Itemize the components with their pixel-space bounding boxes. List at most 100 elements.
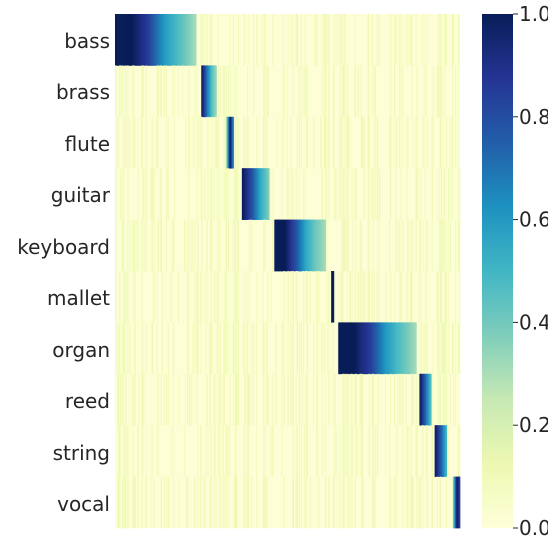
heatmap-cell [410, 476, 412, 529]
heatmap-cell [203, 65, 205, 118]
heatmap-cell [213, 168, 215, 220]
heatmap-cell [144, 14, 146, 66]
heatmap-cell [336, 14, 338, 66]
heatmap-cell [270, 271, 272, 323]
heatmap-cell [132, 116, 134, 169]
heatmap-cell [246, 425, 249, 477]
heatmap-cell [196, 322, 198, 375]
heatmap-cell [237, 219, 240, 272]
heatmap-cell [309, 271, 312, 323]
heatmap-cell [347, 219, 349, 272]
heatmap-cell [388, 425, 391, 477]
heatmap-cell [292, 271, 294, 323]
heatmap-cell [454, 476, 457, 529]
heatmap-cell [229, 373, 232, 426]
heatmap-cell [336, 168, 338, 220]
heatmap-cell [295, 425, 297, 477]
heatmap-cell [242, 271, 245, 323]
heatmap-cell [145, 322, 147, 375]
heatmap-cell [420, 271, 422, 323]
heatmap-cell [403, 322, 405, 375]
heatmap-cell [439, 14, 442, 66]
heatmap-cell [342, 322, 344, 375]
heatmap-cell [449, 219, 452, 272]
heatmap-cell [338, 322, 340, 375]
heatmap-cell [223, 476, 225, 529]
heatmap-cell [275, 322, 277, 375]
heatmap-cell [133, 65, 135, 118]
heatmap-cell [216, 271, 218, 323]
heatmap-cell [124, 425, 126, 477]
heatmap-cell [117, 476, 119, 529]
heatmap-cell [454, 373, 457, 426]
heatmap-cell [223, 168, 225, 220]
heatmap-cell [187, 271, 189, 323]
heatmap-cell [421, 322, 423, 375]
heatmap-cell [263, 219, 265, 272]
heatmap-cell [246, 373, 249, 426]
heatmap-cell [125, 373, 127, 426]
heatmap-cell [200, 116, 202, 169]
heatmap-cell [342, 65, 344, 118]
heatmap-cell [302, 219, 305, 272]
heatmap-cell [197, 476, 199, 529]
heatmap-cell [440, 271, 443, 323]
heatmap-cell [300, 219, 303, 272]
heatmap-cell [283, 322, 285, 375]
heatmap-cell [300, 476, 303, 529]
heatmap-cell [415, 322, 417, 375]
heatmap-cell [153, 168, 155, 220]
heatmap-cell [297, 219, 300, 272]
heatmap-cell [286, 116, 288, 169]
heatmap-cell [137, 425, 139, 477]
heatmap-cell [188, 168, 190, 220]
heatmap-cell [244, 116, 247, 169]
heatmap-cell [211, 65, 213, 118]
heatmap-cell [227, 219, 229, 272]
heatmap-cell [200, 14, 202, 66]
heatmap-cell [389, 116, 392, 169]
heatmap-cell [115, 168, 117, 220]
heatmap-cell [119, 65, 121, 118]
heatmap-cell [454, 65, 457, 118]
heatmap-cell [165, 168, 168, 220]
heatmap-cell [235, 116, 238, 169]
heatmap-cell [226, 116, 228, 169]
heatmap-cell [151, 14, 153, 66]
heatmap-cell [177, 65, 180, 118]
heatmap-cell [292, 425, 294, 477]
heatmap-cell [258, 168, 260, 220]
heatmap-cell [232, 14, 235, 66]
heatmap-cell [368, 168, 371, 220]
heatmap-cell [266, 116, 268, 169]
heatmap-cell [333, 65, 335, 118]
heatmap-cell [389, 373, 392, 426]
heatmap-cell [423, 116, 425, 169]
heatmap-cell [272, 425, 274, 477]
heatmap-cell [270, 168, 272, 220]
heatmap-cell [165, 373, 168, 426]
heatmap-cell [237, 14, 240, 66]
heatmap-cell [219, 373, 221, 426]
heatmap-cell [445, 14, 448, 66]
heatmap-cell [134, 322, 136, 375]
heatmap-cell [306, 219, 309, 272]
heatmap-cell [125, 116, 127, 169]
heatmap-cell [394, 322, 396, 375]
heatmap-cell [127, 425, 129, 477]
heatmap-cell [281, 219, 283, 272]
heatmap-cell [256, 168, 258, 220]
heatmap-cell [344, 116, 346, 169]
heatmap-cell [133, 476, 135, 529]
heatmap-cell [234, 476, 237, 529]
heatmap-cell [376, 219, 379, 272]
heatmap-cell [401, 65, 403, 118]
heatmap-cell [229, 65, 232, 118]
heatmap-cell [246, 116, 249, 169]
heatmap-cell [351, 168, 353, 220]
heatmap-cell [355, 168, 357, 220]
heatmap-cell [267, 373, 269, 426]
heatmap-cell [209, 373, 211, 426]
heatmap-cell [443, 219, 446, 272]
heatmap-cell [118, 322, 120, 375]
